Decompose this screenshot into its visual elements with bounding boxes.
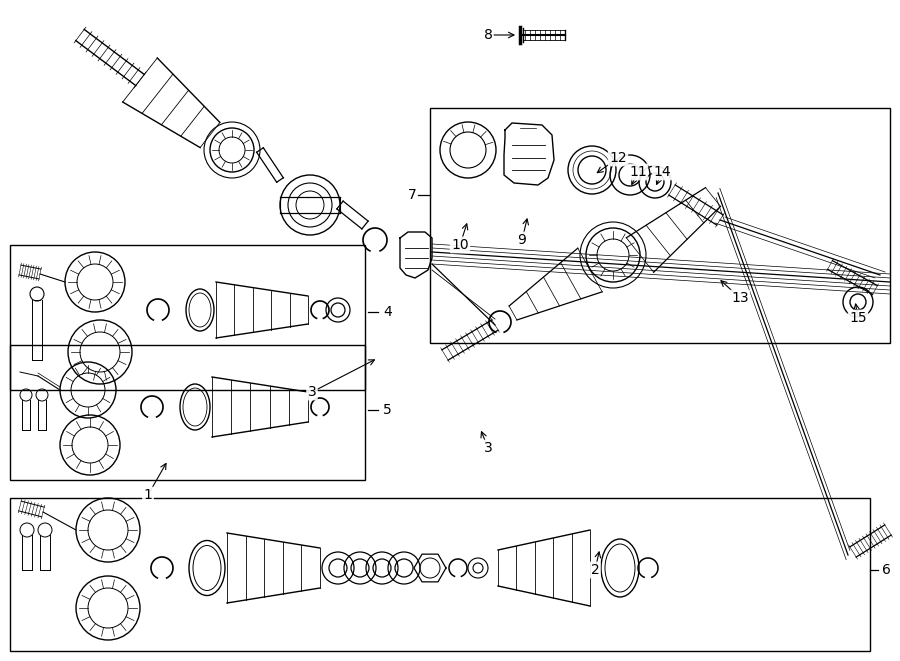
Text: 10: 10 (451, 238, 469, 252)
Bar (430, 108, 890, 343)
Text: 8: 8 (483, 28, 492, 42)
Text: 5: 5 (383, 403, 392, 417)
Text: 1: 1 (144, 488, 152, 502)
Text: 15: 15 (850, 311, 867, 325)
Bar (10, 498, 870, 651)
Text: 4: 4 (383, 305, 392, 319)
Text: 3: 3 (308, 385, 317, 399)
Text: 13: 13 (731, 291, 749, 305)
Text: 11: 11 (629, 165, 647, 179)
Text: 9: 9 (518, 233, 526, 247)
Text: 3: 3 (483, 441, 492, 455)
Text: 7: 7 (408, 188, 417, 202)
Text: 2: 2 (590, 563, 599, 577)
Bar (10, 345, 365, 480)
Text: 12: 12 (609, 151, 626, 165)
Bar (10, 245, 365, 390)
Text: 14: 14 (653, 165, 670, 179)
Text: 6: 6 (882, 563, 891, 577)
